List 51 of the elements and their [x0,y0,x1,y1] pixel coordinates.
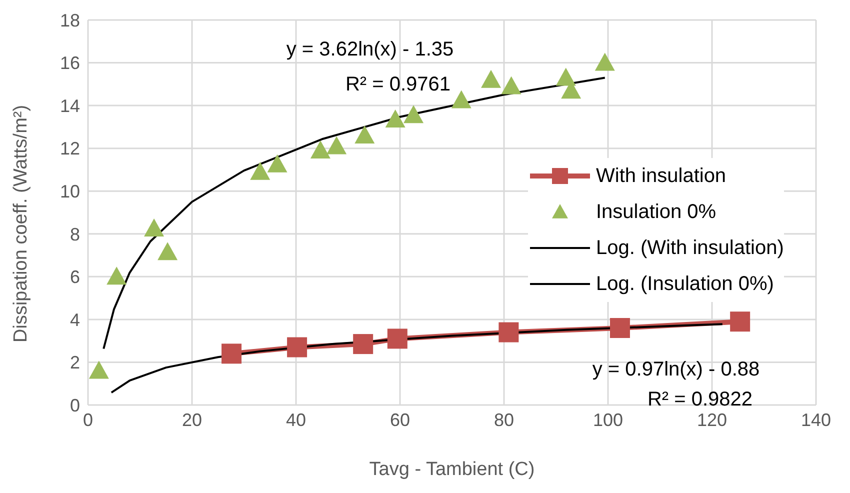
legend-label: Insulation 0% [596,200,716,224]
legend-label: With insulation [596,164,726,188]
x-axis-title: Tavg - Tambient (C) [369,459,535,480]
x-tick-label: 80 [494,410,514,430]
x-tick-label: 140 [800,410,832,430]
point [387,328,408,349]
point [404,105,424,124]
legend-label: Log. (With insulation) [596,236,784,260]
point [354,126,375,144]
point [353,334,374,354]
point [267,154,288,172]
x-tick-label: 20 [182,410,202,430]
x-tick-label: 60 [390,410,410,430]
annotation: R² = 0.9822 [647,388,753,412]
x-tick-label: 40 [286,410,306,430]
point [451,90,472,108]
point [556,68,576,86]
point [106,266,127,285]
y-tick-label: 12 [60,138,80,159]
annotation: y = 0.97ln(x) - 0.88 [592,358,760,382]
y-tick-label: 6 [70,267,80,288]
y-tick-label: 14 [60,96,80,116]
point [250,162,270,180]
point [88,360,109,379]
point [222,344,242,364]
y-axis-title: Dissipation coeff. (Watts/m²) [10,104,32,342]
y-tick-label: 16 [60,53,80,74]
point [326,136,347,154]
annotation: y = 3.62ln(x) - 1.35 [286,38,454,62]
point [481,70,501,88]
point [287,337,308,358]
point [310,140,330,158]
y-tick-label: 0 [70,395,80,416]
point [730,312,750,332]
x-tick-label: 0 [82,410,94,430]
legend-label: Log. (Insulation 0%) [596,272,774,296]
point [144,218,164,237]
annotation: R² = 0.9761 [345,74,451,96]
y-tick-label: 4 [70,310,80,330]
x-tick-label: 100 [592,410,624,430]
y-tick-label: 2 [70,352,80,373]
point [498,322,519,342]
point [501,76,522,94]
y-tick-label: 18 [60,10,80,30]
x-tick-label: 120 [696,410,728,430]
point [385,109,406,128]
y-tick-label: 8 [70,224,80,244]
point [610,318,630,338]
y-tick-label: 10 [60,182,80,202]
point [158,242,178,260]
point [594,52,615,71]
